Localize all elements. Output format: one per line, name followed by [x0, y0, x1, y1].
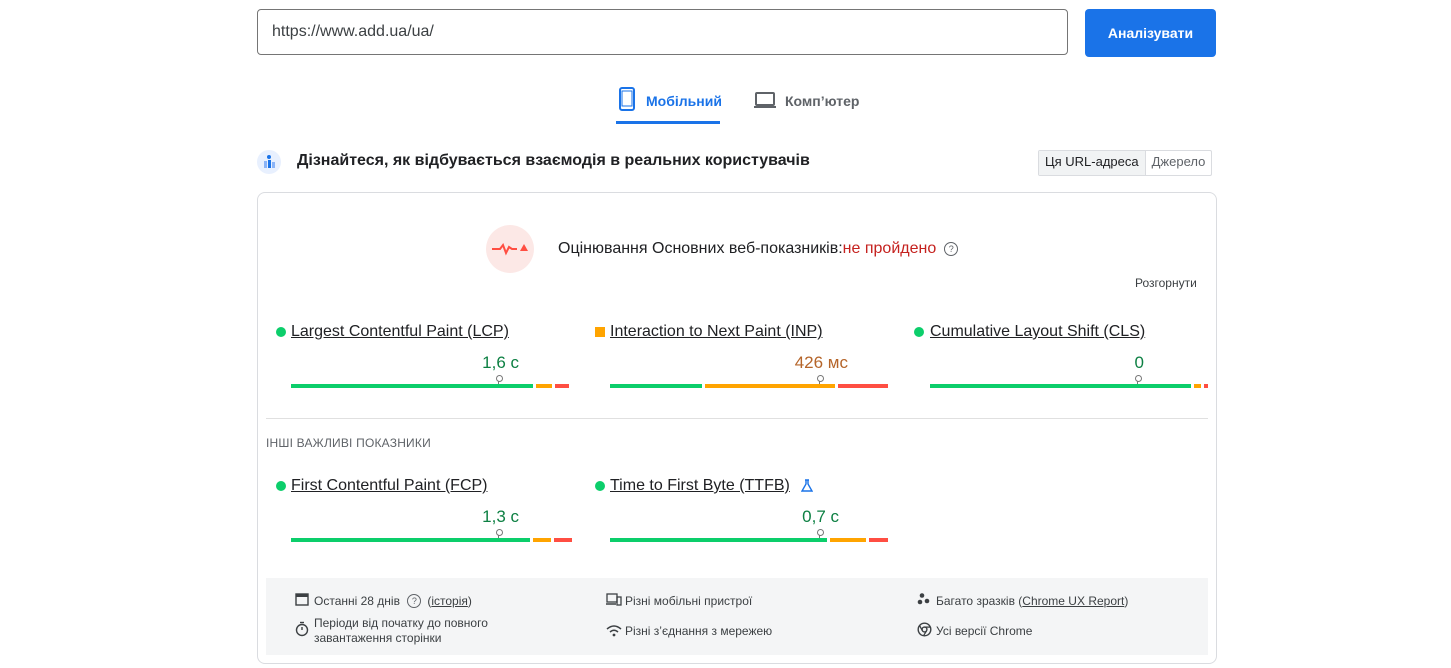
- smartphone-icon: [616, 86, 638, 112]
- metric-name-lcp[interactable]: Largest Contentful Paint (LCP): [291, 323, 509, 340]
- distribution-segment-needs-improvement: [1194, 384, 1201, 388]
- assessment-result: не пройдено: [842, 240, 937, 257]
- distribution-bar-inp: [610, 384, 888, 388]
- good-status-dot-icon: [914, 327, 924, 337]
- distribution-segment-good: [291, 538, 530, 542]
- samples-icon: [917, 592, 931, 611]
- analyze-button[interactable]: Аналізувати: [1085, 9, 1216, 57]
- distribution-segment-needs-improvement: [705, 384, 835, 388]
- crux-heading: Дізнайтеся, як відбувається взаємодія в …: [297, 152, 810, 169]
- tab-mobile-label: Мобільний: [646, 93, 722, 109]
- distribution-segment-good: [291, 384, 533, 388]
- metric-name-cls[interactable]: Cumulative Layout Shift (CLS): [930, 323, 1146, 340]
- history-link[interactable]: історія: [431, 594, 468, 608]
- cwv-failed-icon: [486, 225, 534, 273]
- metric-value-ttfb: 0,7 с: [802, 507, 839, 526]
- distribution-segment-needs-improvement: [830, 538, 866, 542]
- network-wifi-icon: [606, 624, 622, 642]
- distribution-segment-poor: [555, 384, 569, 388]
- chrome-ux-report-link[interactable]: Chrome UX Report: [1022, 594, 1125, 608]
- field-data-footer: [266, 578, 1208, 655]
- good-status-dot-icon: [276, 481, 286, 491]
- experimental-flask-icon[interactable]: [800, 479, 814, 498]
- good-status-dot-icon: [595, 481, 605, 491]
- distribution-marker: [496, 375, 503, 382]
- distribution-bar-cls: [930, 384, 1208, 388]
- tab-mobile[interactable]: Мобільний: [616, 86, 722, 124]
- toggle-this-url[interactable]: Ця URL-адреса: [1039, 151, 1146, 175]
- stopwatch-icon: [295, 621, 309, 642]
- metric-value-fcp: 1,3 с: [482, 507, 519, 526]
- assessment-title: Оцінювання Основних веб-показників:не пр…: [558, 240, 959, 258]
- tab-desktop[interactable]: Комп’ютер: [753, 86, 859, 124]
- other-metrics-title: ІНШІ ВАЖЛИВІ ПОКАЗНИКИ: [266, 436, 431, 450]
- distribution-segment-poor: [554, 538, 572, 542]
- distribution-bar-lcp: [291, 384, 569, 388]
- good-status-dot-icon: [276, 327, 286, 337]
- url-origin-toggle: Ця URL-адреса Джерело: [1038, 150, 1213, 176]
- period-label: Останні 28 днів: [314, 594, 400, 608]
- distribution-marker: [817, 529, 824, 536]
- metric-name-fcp[interactable]: First Contentful Paint (FCP): [291, 477, 488, 494]
- tab-desktop-label: Комп’ютер: [785, 93, 860, 109]
- metric-name-ttfb[interactable]: Time to First Byte (TTFB): [610, 477, 790, 494]
- distribution-segment-needs-improvement: [536, 384, 552, 388]
- chrome-versions-info: Усі версії Chrome: [936, 624, 1033, 638]
- metric-name-inp[interactable]: Interaction to Next Paint (INP): [610, 323, 823, 340]
- devices-icon: [606, 593, 622, 611]
- distribution-marker: [496, 529, 503, 536]
- network-info: Різні з’єднання з мережею: [625, 624, 773, 638]
- section-divider: [266, 418, 1208, 419]
- toggle-origin[interactable]: Джерело: [1151, 154, 1206, 169]
- distribution-segment-good: [610, 384, 702, 388]
- distribution-segment-poor: [1204, 384, 1208, 388]
- needs-improvement-square-icon: [595, 327, 605, 337]
- distribution-segment-poor: [869, 538, 888, 542]
- laptop-icon: [753, 86, 777, 112]
- help-icon[interactable]: ?: [944, 242, 959, 256]
- distribution-marker: [817, 375, 824, 382]
- period-info: Останні 28 днів ? (історія): [314, 594, 472, 608]
- distribution-segment-needs-improvement: [533, 538, 551, 542]
- period-help-icon[interactable]: ?: [407, 594, 422, 608]
- distribution-bar-ttfb: [610, 538, 888, 542]
- crux-users-icon: [257, 150, 281, 174]
- distribution-segment-poor: [838, 384, 888, 388]
- field-data-card: [257, 192, 1217, 664]
- calendar-icon: [295, 592, 309, 611]
- assessment-label: Оцінювання Основних веб-показників:: [558, 240, 843, 257]
- distribution-segment-good: [610, 538, 827, 542]
- chrome-icon: [917, 622, 932, 642]
- samples-info: Багато зразків (Chrome UX Report): [936, 594, 1129, 608]
- devices-info: Різні мобільні пристрої: [625, 594, 753, 608]
- samples-label: Багато зразків: [936, 594, 1015, 608]
- metric-value-inp: 426 мс: [794, 353, 848, 372]
- metric-value-cls: 0: [1134, 353, 1144, 372]
- sessions-info: Періоди від початку до повного завантаже…: [314, 616, 488, 645]
- distribution-marker: [1135, 375, 1142, 382]
- distribution-bar-fcp: [291, 538, 572, 542]
- distribution-segment-good: [930, 384, 1191, 388]
- metric-value-lcp: 1,6 с: [482, 353, 519, 372]
- url-input[interactable]: [257, 9, 1068, 55]
- expand-link[interactable]: Розгорнути: [1135, 276, 1197, 290]
